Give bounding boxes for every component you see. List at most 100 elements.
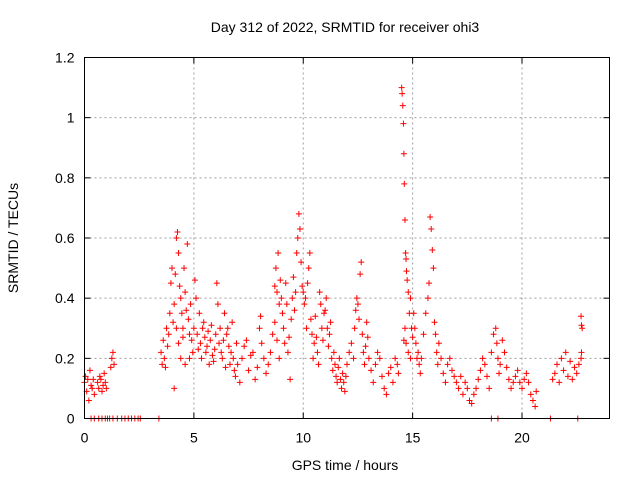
data-point xyxy=(324,325,331,332)
data-point xyxy=(293,250,300,257)
data-point xyxy=(354,301,361,308)
data-point xyxy=(172,271,179,278)
y-tick-label: 0 xyxy=(67,411,75,427)
data-point xyxy=(221,310,228,317)
data-point xyxy=(527,391,534,398)
data-point xyxy=(276,301,283,308)
data-point xyxy=(252,376,259,383)
data-point xyxy=(84,376,91,383)
data-point xyxy=(219,355,226,362)
data-point xyxy=(303,325,310,332)
data-point xyxy=(410,310,417,317)
data-point xyxy=(174,228,181,235)
x-tick-label: 10 xyxy=(295,430,311,446)
data-point xyxy=(224,325,231,332)
data-point xyxy=(187,301,194,308)
data-point xyxy=(416,361,423,368)
data-point xyxy=(182,361,189,368)
data-point xyxy=(194,331,201,338)
data-point xyxy=(562,349,569,356)
data-point xyxy=(309,331,315,338)
data-point xyxy=(494,355,501,362)
data-point xyxy=(290,274,297,281)
data-point xyxy=(514,367,521,374)
data-point xyxy=(363,319,370,326)
data-point xyxy=(508,385,515,392)
data-point xyxy=(175,340,182,347)
data-point xyxy=(230,355,237,362)
data-point xyxy=(405,349,412,356)
data-point xyxy=(318,325,325,332)
chart-title: Day 312 of 2022, SRMTID for receiver ohi… xyxy=(211,19,480,35)
data-point xyxy=(575,361,582,368)
data-point xyxy=(236,379,243,386)
data-point xyxy=(205,328,212,335)
data-point xyxy=(200,319,207,326)
data-point xyxy=(501,349,508,356)
data-point xyxy=(169,265,175,272)
data-point xyxy=(95,385,102,392)
x-tick-label: 20 xyxy=(514,430,530,446)
data-point xyxy=(560,367,567,374)
data-point xyxy=(578,313,585,320)
data-point xyxy=(455,385,462,392)
data-point xyxy=(405,289,412,296)
y-tick-label: 1.2 xyxy=(55,50,75,66)
data-point xyxy=(239,355,245,362)
data-point xyxy=(275,250,282,257)
data-point xyxy=(280,325,287,332)
data-point xyxy=(209,352,216,359)
data-point xyxy=(453,379,460,386)
data-point xyxy=(417,370,424,377)
data-point xyxy=(197,340,204,347)
data-point xyxy=(505,376,512,383)
data-point xyxy=(400,120,407,127)
data-point xyxy=(341,388,348,395)
data-point xyxy=(201,334,208,341)
data-point xyxy=(267,349,274,356)
data-point xyxy=(429,247,436,254)
data-point xyxy=(167,280,174,287)
data-point xyxy=(334,379,341,386)
data-point xyxy=(159,361,166,368)
data-point xyxy=(578,349,585,356)
data-point xyxy=(245,367,252,374)
data-point xyxy=(525,379,532,386)
data-point xyxy=(298,259,305,266)
data-point xyxy=(435,340,442,347)
data-point xyxy=(351,325,358,332)
y-tick-label: 0.6 xyxy=(55,230,75,246)
data-point xyxy=(107,364,114,371)
data-point xyxy=(225,343,232,350)
data-point xyxy=(344,361,350,368)
data-points xyxy=(81,84,586,422)
data-point xyxy=(181,265,188,272)
data-point xyxy=(394,361,401,368)
data-point xyxy=(336,355,343,362)
data-point xyxy=(556,379,563,386)
data-point xyxy=(249,349,256,356)
data-point xyxy=(428,225,435,232)
data-point xyxy=(451,373,458,380)
data-point xyxy=(353,295,360,302)
data-point xyxy=(216,340,223,347)
data-point xyxy=(348,340,355,347)
data-point xyxy=(178,310,185,317)
data-point xyxy=(263,370,270,377)
data-point xyxy=(331,361,338,368)
data-point xyxy=(173,325,180,332)
data-point xyxy=(510,379,517,386)
data-point xyxy=(503,364,510,371)
data-point xyxy=(102,379,109,386)
data-point xyxy=(82,373,89,380)
data-point xyxy=(284,349,291,356)
data-point xyxy=(276,355,283,362)
data-point xyxy=(387,364,394,371)
data-point xyxy=(473,385,480,392)
data-point xyxy=(486,385,493,392)
data-point xyxy=(195,346,202,353)
data-point xyxy=(512,373,519,380)
data-point xyxy=(496,370,503,377)
data-point xyxy=(289,295,296,302)
